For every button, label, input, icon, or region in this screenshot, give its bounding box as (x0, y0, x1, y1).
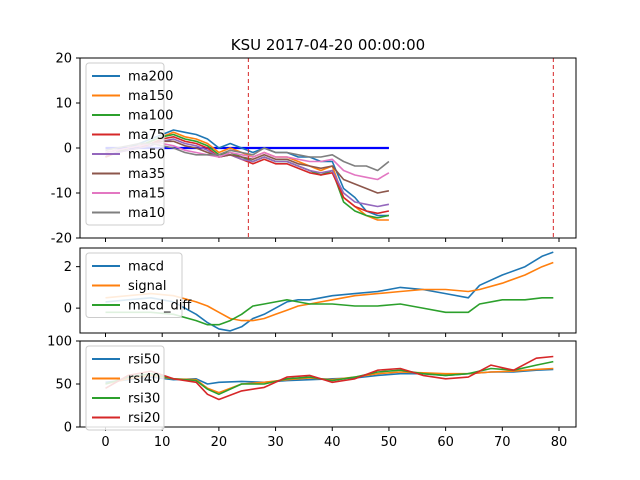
y-tick-label: 0 (64, 302, 72, 317)
legend-box (85, 345, 165, 431)
legend-label-ma10: ma10 (128, 206, 165, 221)
y-tick-label: -10 (51, 187, 72, 202)
x-tick-label: 80 (551, 435, 568, 450)
x-tick-label: 30 (267, 435, 284, 450)
y-tick-label: 0 (64, 142, 72, 157)
legend-label-ma35: ma35 (128, 167, 165, 182)
legend-label-macd_diff: macd_diff (128, 299, 192, 314)
panel-macd: 0 2 macd signal macd_diff (64, 247, 577, 337)
legend-label-signal: signal (128, 279, 166, 294)
legend-label-ma50: ma50 (128, 148, 165, 163)
y-tick-label: 100 (47, 335, 72, 350)
y-tick-label: 50 (55, 378, 72, 393)
y-tick-label: 10 (55, 97, 72, 112)
x-tick-label: 40 (324, 435, 341, 450)
y-tick-label: 20 (55, 52, 72, 67)
x-tick-label: 10 (154, 435, 171, 450)
x-tick-label: 70 (494, 435, 511, 450)
chart-title: KSU 2017-04-20 00:00:00 (231, 36, 425, 54)
plot-area (105, 251, 554, 332)
legend-box (85, 252, 183, 318)
legend-box (85, 62, 165, 226)
legend-label-rsi30: rsi30 (128, 392, 160, 407)
y-tick-label: -20 (51, 232, 72, 247)
y-tick-label: 0 (64, 421, 72, 436)
panels: -20-1001020ma200ma150ma100ma75ma50ma35ma… (47, 52, 577, 450)
legend-label-ma200: ma200 (128, 70, 173, 85)
plot-area (105, 355, 554, 401)
x-tick-label: 50 (381, 435, 398, 450)
legend-label-macd: macd (128, 260, 164, 275)
x-tick-label: 0 (101, 435, 109, 450)
legend-label-ma15: ma15 (128, 187, 165, 202)
axes-frame (79, 247, 577, 334)
legend-label-ma75: ma75 (128, 128, 165, 143)
legend-label-rsi20: rsi20 (128, 411, 160, 426)
series-line-signal (105, 261, 554, 322)
legend-label-rsi40: rsi40 (128, 372, 160, 387)
legend-label-ma100: ma100 (128, 109, 173, 124)
legend-label-rsi50: rsi50 (128, 353, 160, 368)
panel-moving-averages: -20 -10 0 10 20 ma200 ma150 ma100 ma75 ma50 ma35 ma… (51, 52, 577, 247)
x-tick-label: 60 (437, 435, 454, 450)
x-tick-label: 20 (211, 435, 228, 450)
series-line-macd (105, 251, 554, 332)
y-tick-label: 2 (64, 260, 72, 275)
panel-rsi: 0 50 100 0 10 20 30 40 50 60 70 80 rsi50 rsi40 rsi30 rs… (47, 335, 577, 450)
legend-label-ma150: ma150 (128, 89, 173, 104)
series-line-macd_diff (105, 296, 554, 326)
series-line-rsi20 (105, 355, 554, 401)
